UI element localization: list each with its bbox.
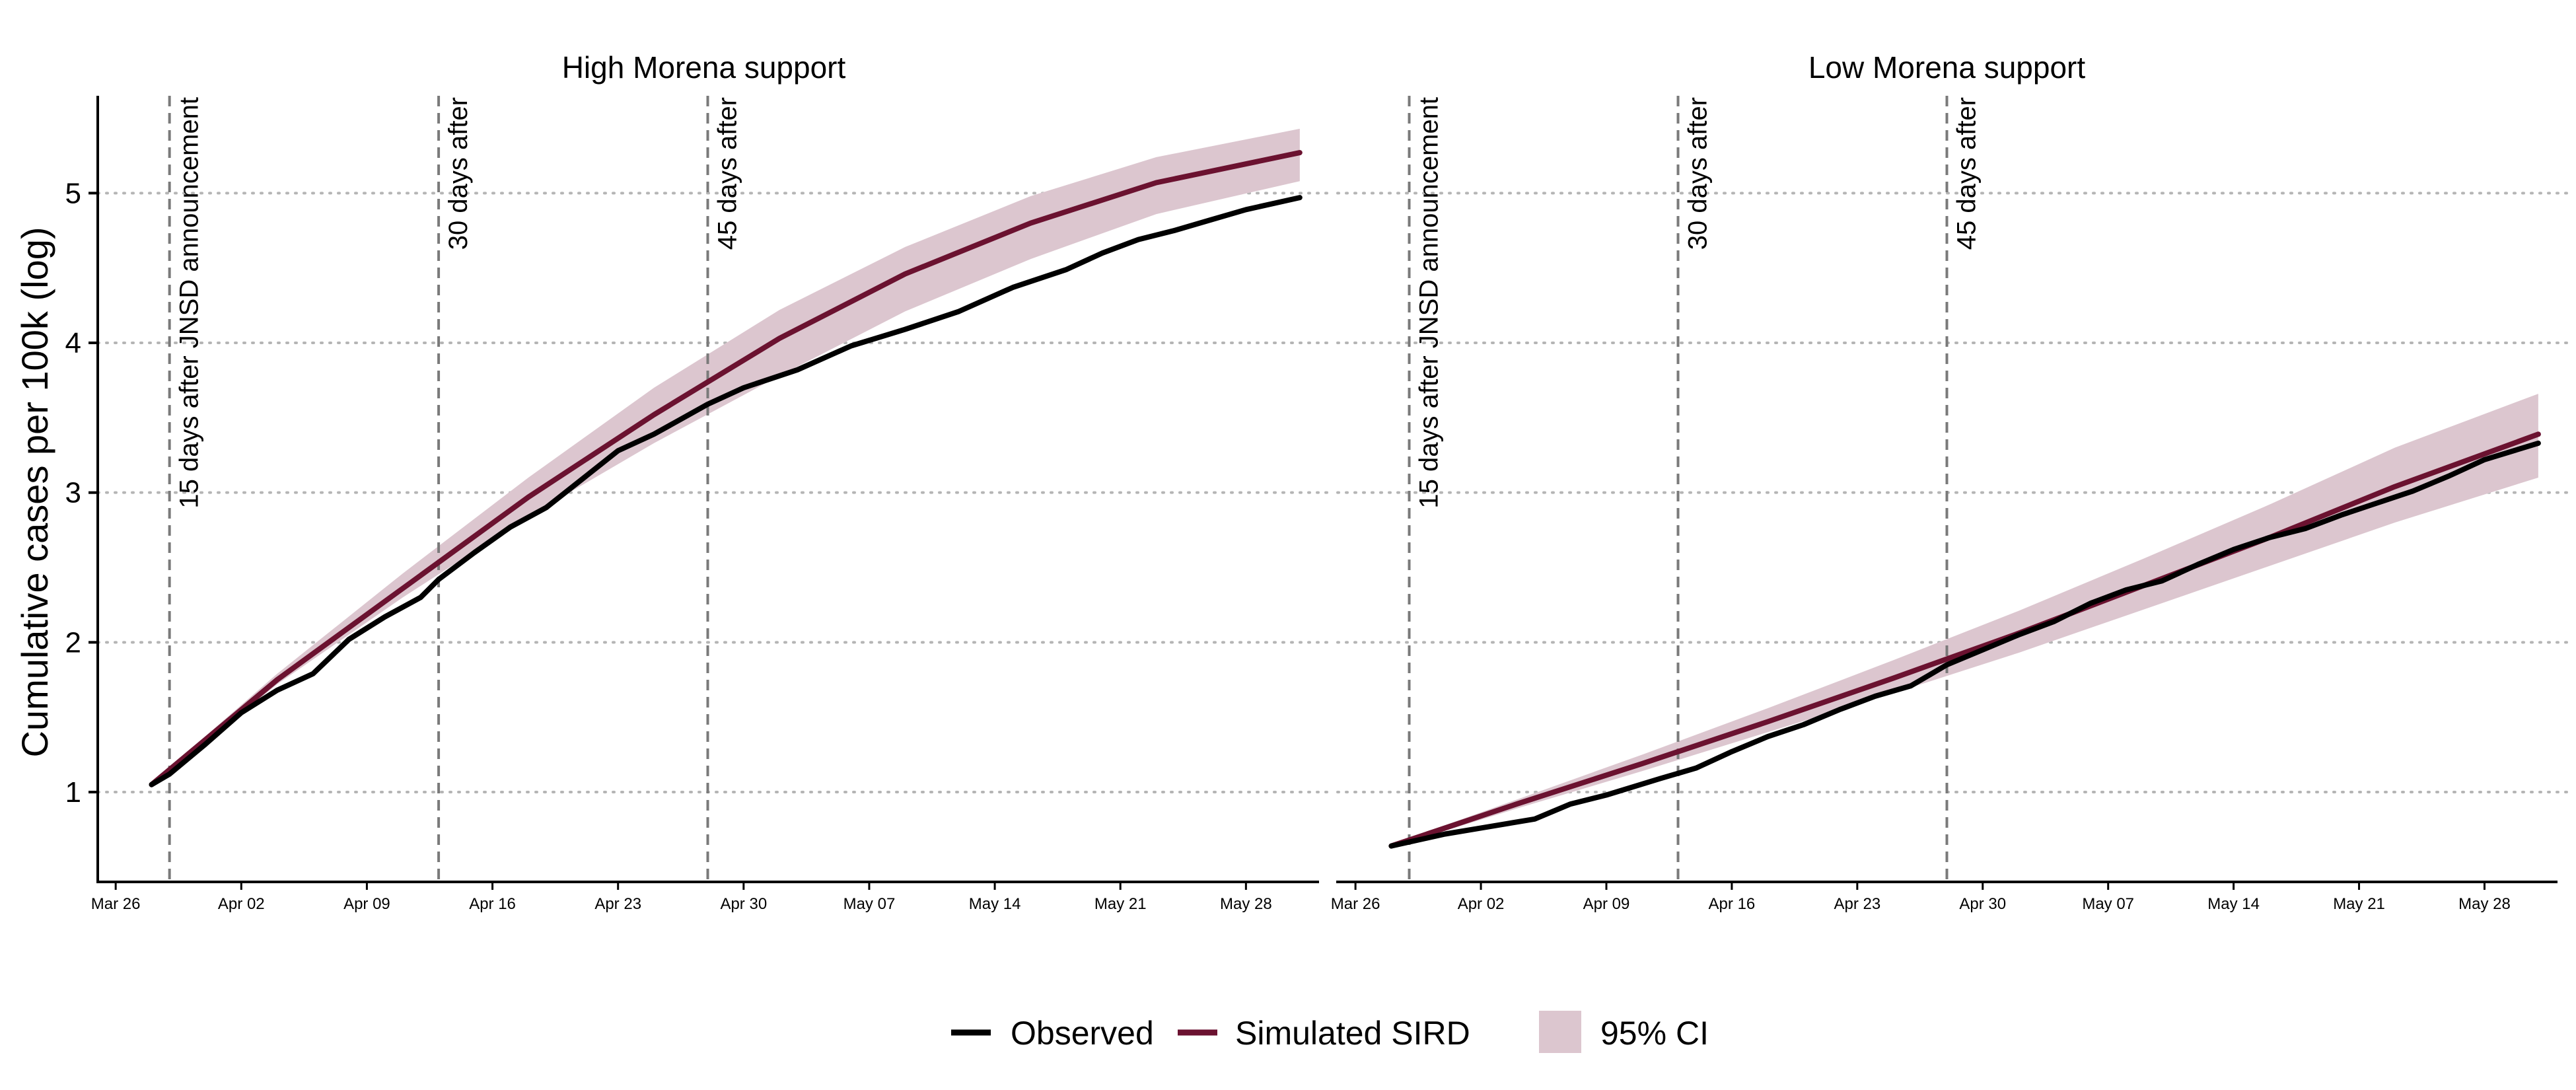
y-tick-label: 5 [65,177,81,209]
facet-panels: 15 days after JNSD announcement 30 days a… [65,50,2571,913]
y-axis-label: Cumulative cases per 100k (log) [14,227,55,757]
y-tick-label: 4 [65,327,81,359]
x-tick-label: Mar 26 [1331,895,1380,913]
y-tick-label: 3 [65,477,81,509]
x-tick-label: Apr 16 [1709,895,1756,913]
observed-line [1388,440,2541,849]
panel-high-morena: 15 days after JNSD announcement 30 days a… [65,50,1332,913]
facet-title: High Morena support [562,50,846,85]
x-tick-label: Apr 23 [1834,895,1880,913]
legend-label-simulated: Simulated SIRD [1235,1015,1470,1052]
x-tick-label: Apr 09 [343,895,390,913]
legend-label-observed: Observed [1011,1015,1154,1052]
x-tick-label: Mar 26 [91,895,141,913]
y-tick-label: 1 [65,776,81,809]
simulated-sird-line [1388,431,2541,849]
x-tick-label: May 07 [2082,895,2134,913]
facet-title: Low Morena support [1808,50,2086,85]
legend-key-ci [1539,1011,1581,1053]
x-tick-label: Apr 30 [1959,895,2006,913]
y-tick-label: 2 [65,626,81,659]
legend: Observed Simulated SIRD 95% CI [951,1011,1709,1053]
simulated-sird-line [149,150,1303,787]
event-line-label: 45 days after [1952,97,1982,250]
event-line-label: 45 days after [713,97,742,250]
event-line-label: 15 days after JNSD announcement [175,97,204,509]
observed-line [149,195,1303,787]
x-tick-label: May 21 [1094,895,1147,913]
x-tick-label: Apr 16 [469,895,516,913]
x-tick-label: Apr 30 [720,895,767,913]
event-line-label: 30 days after [1684,97,1713,250]
x-tick-label: May 07 [843,895,896,913]
x-tick-label: Apr 23 [594,895,641,913]
x-tick-label: May 14 [969,895,1021,913]
legend-label-ci: 95% CI [1600,1015,1709,1052]
x-tick-label: May 14 [2207,895,2260,913]
event-line-label: 15 days after JNSD announcement [1415,97,1444,509]
x-tick-label: Apr 02 [218,895,265,913]
x-tick-label: May 21 [2333,895,2385,913]
x-tick-label: Apr 02 [1458,895,1505,913]
x-tick-label: May 28 [1220,895,1272,913]
ci-ribbon [1391,394,2538,848]
x-tick-label: May 28 [2458,895,2511,913]
event-line-label: 30 days after [444,97,473,250]
panel-low-morena: 15 days after JNSD announcement 30 days a… [1331,50,2571,913]
x-tick-label: Apr 09 [1583,895,1630,913]
ci-ribbon [151,128,1300,786]
